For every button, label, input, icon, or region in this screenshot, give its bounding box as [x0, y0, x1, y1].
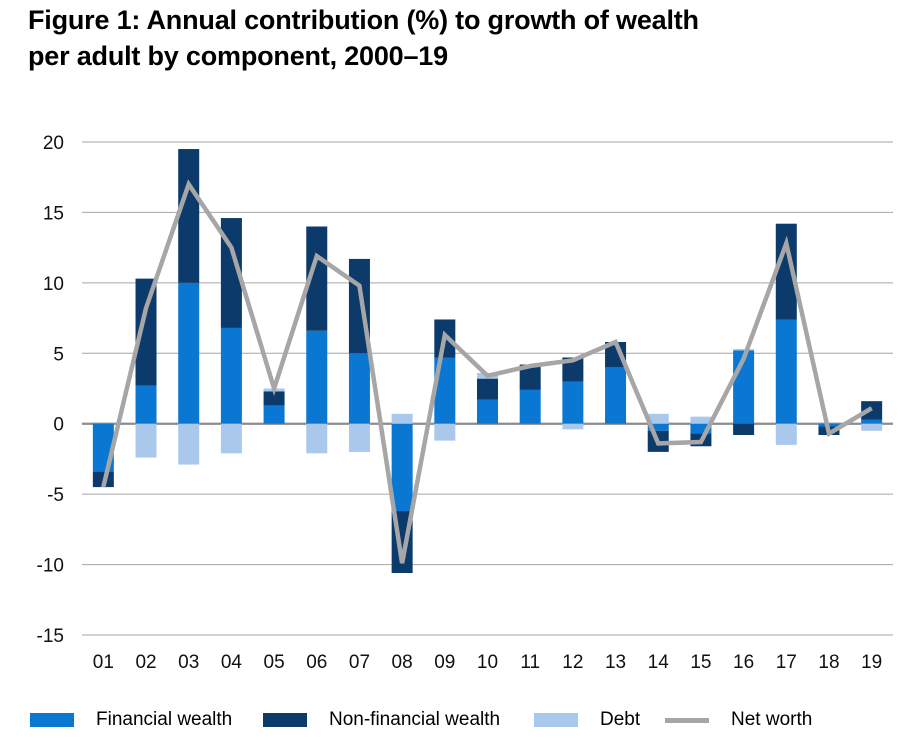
- legend-item-financial-wealth: Financial wealth: [30, 708, 232, 732]
- bar-non-financial-wealth-04: [220, 218, 242, 328]
- bar-debt-14: [647, 413, 669, 424]
- bar-financial-wealth-08: [391, 423, 413, 512]
- legend-swatch-non-financial-wealth: [263, 713, 307, 727]
- bar-debt-06: [306, 423, 328, 454]
- x-tick-label: 18: [818, 652, 839, 673]
- bar-financial-wealth-07: [348, 353, 370, 424]
- bar-financial-wealth-04: [220, 327, 242, 424]
- bar-financial-wealth-19: [861, 419, 883, 424]
- legend-line-net-worth: [665, 717, 709, 723]
- x-tick-label: 15: [690, 652, 711, 673]
- x-tick-label: 06: [306, 652, 327, 673]
- bar-financial-wealth-02: [135, 385, 157, 424]
- bar-debt-17: [775, 423, 797, 445]
- x-tick-label: 02: [135, 652, 156, 673]
- chart-plot: 20 15 10 5 0 -5 -10 -15 01 02 03 04 05 06 07 08 09 10 11 1…: [37, 133, 893, 673]
- y-axis-ticks: 20 15 10 5 0 -5 -10 -15: [37, 133, 64, 647]
- net-worth-line-layer: [101, 179, 873, 564]
- legend-swatch-debt: [534, 713, 578, 727]
- bar-debt-12: [562, 423, 584, 430]
- x-tick-label: 05: [264, 652, 285, 673]
- bar-financial-wealth-13: [605, 367, 627, 424]
- legend-label-non-financial-wealth: Non-financial wealth: [329, 709, 501, 730]
- bar-debt-16: [733, 349, 755, 351]
- y-tick-label: -10: [37, 556, 64, 577]
- bar-non-financial-wealth-11: [519, 364, 541, 390]
- y-tick-label: 0: [53, 415, 64, 436]
- bar-debt-08: [391, 413, 413, 424]
- y-tick-label: -5: [47, 485, 64, 506]
- bar-financial-wealth-12: [562, 381, 584, 424]
- bar-debt-19: [861, 423, 883, 431]
- x-tick-label: 04: [221, 652, 243, 673]
- bar-financial-wealth-14: [647, 423, 669, 431]
- bar-debt-09: [434, 423, 456, 441]
- bar-non-financial-wealth-06: [306, 226, 328, 331]
- x-axis-ticks: 01 02 03 04 05 06 07 08 09 10 11 12 13 14 15 16 17 18 19: [93, 652, 882, 673]
- x-tick-label: 19: [861, 652, 882, 673]
- bar-debt-04: [220, 423, 242, 454]
- bar-non-financial-wealth-13: [605, 342, 627, 368]
- legend-label-net-worth: Net worth: [731, 709, 813, 730]
- chart-legend: Financial wealth Non-financial wealth De…: [0, 700, 900, 740]
- bar-non-financial-wealth-05: [263, 391, 285, 406]
- bar-financial-wealth-05: [263, 405, 285, 424]
- gridlines: [82, 141, 893, 636]
- x-tick-label: 07: [349, 652, 370, 673]
- bar-financial-wealth-11: [519, 389, 541, 424]
- legend-label-debt: Debt: [600, 709, 641, 730]
- bar-non-financial-wealth-10: [477, 378, 498, 400]
- x-tick-label: 12: [562, 652, 583, 673]
- x-tick-label: 11: [520, 652, 540, 673]
- x-tick-label: 16: [733, 652, 754, 673]
- bar-non-financial-wealth-17: [775, 223, 797, 320]
- x-tick-label: 09: [434, 652, 455, 673]
- bar-non-financial-wealth-12: [562, 357, 584, 382]
- x-tick-label: 17: [776, 652, 797, 673]
- bar-debt-02: [135, 423, 157, 458]
- chart-title-line-1: Figure 1: Annual contribution (%) to gro…: [28, 5, 699, 35]
- bar-financial-wealth-17: [775, 319, 797, 424]
- x-tick-label: 14: [648, 652, 670, 673]
- bar-non-financial-wealth-03: [178, 149, 200, 283]
- x-tick-label: 13: [605, 652, 626, 673]
- bar-non-financial-wealth-16: [733, 423, 755, 435]
- x-tick-label: 03: [178, 652, 199, 673]
- bar-debt-03: [178, 423, 200, 465]
- bar-debt-15: [690, 416, 712, 424]
- x-tick-label: 10: [477, 652, 498, 673]
- bar-financial-wealth-06: [306, 330, 328, 424]
- y-tick-label: 20: [43, 133, 64, 154]
- legend-swatch-financial-wealth: [30, 713, 74, 727]
- legend-item-debt: Debt: [534, 708, 640, 732]
- y-tick-label: 5: [53, 344, 64, 365]
- y-tick-label: -15: [37, 626, 64, 647]
- chart-title: Figure 1: Annual contribution (%) to gro…: [28, 2, 888, 74]
- legend-item-net-worth: Net worth: [665, 708, 812, 732]
- bars: [92, 149, 883, 574]
- bar-non-financial-wealth-02: [135, 278, 157, 386]
- y-tick-label: 15: [43, 203, 64, 224]
- chart-title-line-2: per adult by component, 2000–19: [28, 41, 448, 71]
- x-tick-label: 08: [392, 652, 413, 673]
- legend-item-non-financial-wealth: Non-financial wealth: [263, 708, 500, 732]
- bar-debt-07: [348, 423, 370, 452]
- y-tick-label: 10: [43, 274, 64, 295]
- net-worth-line: [101, 179, 873, 564]
- x-tick-label: 01: [93, 652, 114, 673]
- legend-label-financial-wealth: Financial wealth: [96, 709, 233, 730]
- bar-financial-wealth-15: [690, 423, 712, 434]
- bar-financial-wealth-10: [477, 399, 498, 424]
- bar-financial-wealth-03: [178, 282, 200, 424]
